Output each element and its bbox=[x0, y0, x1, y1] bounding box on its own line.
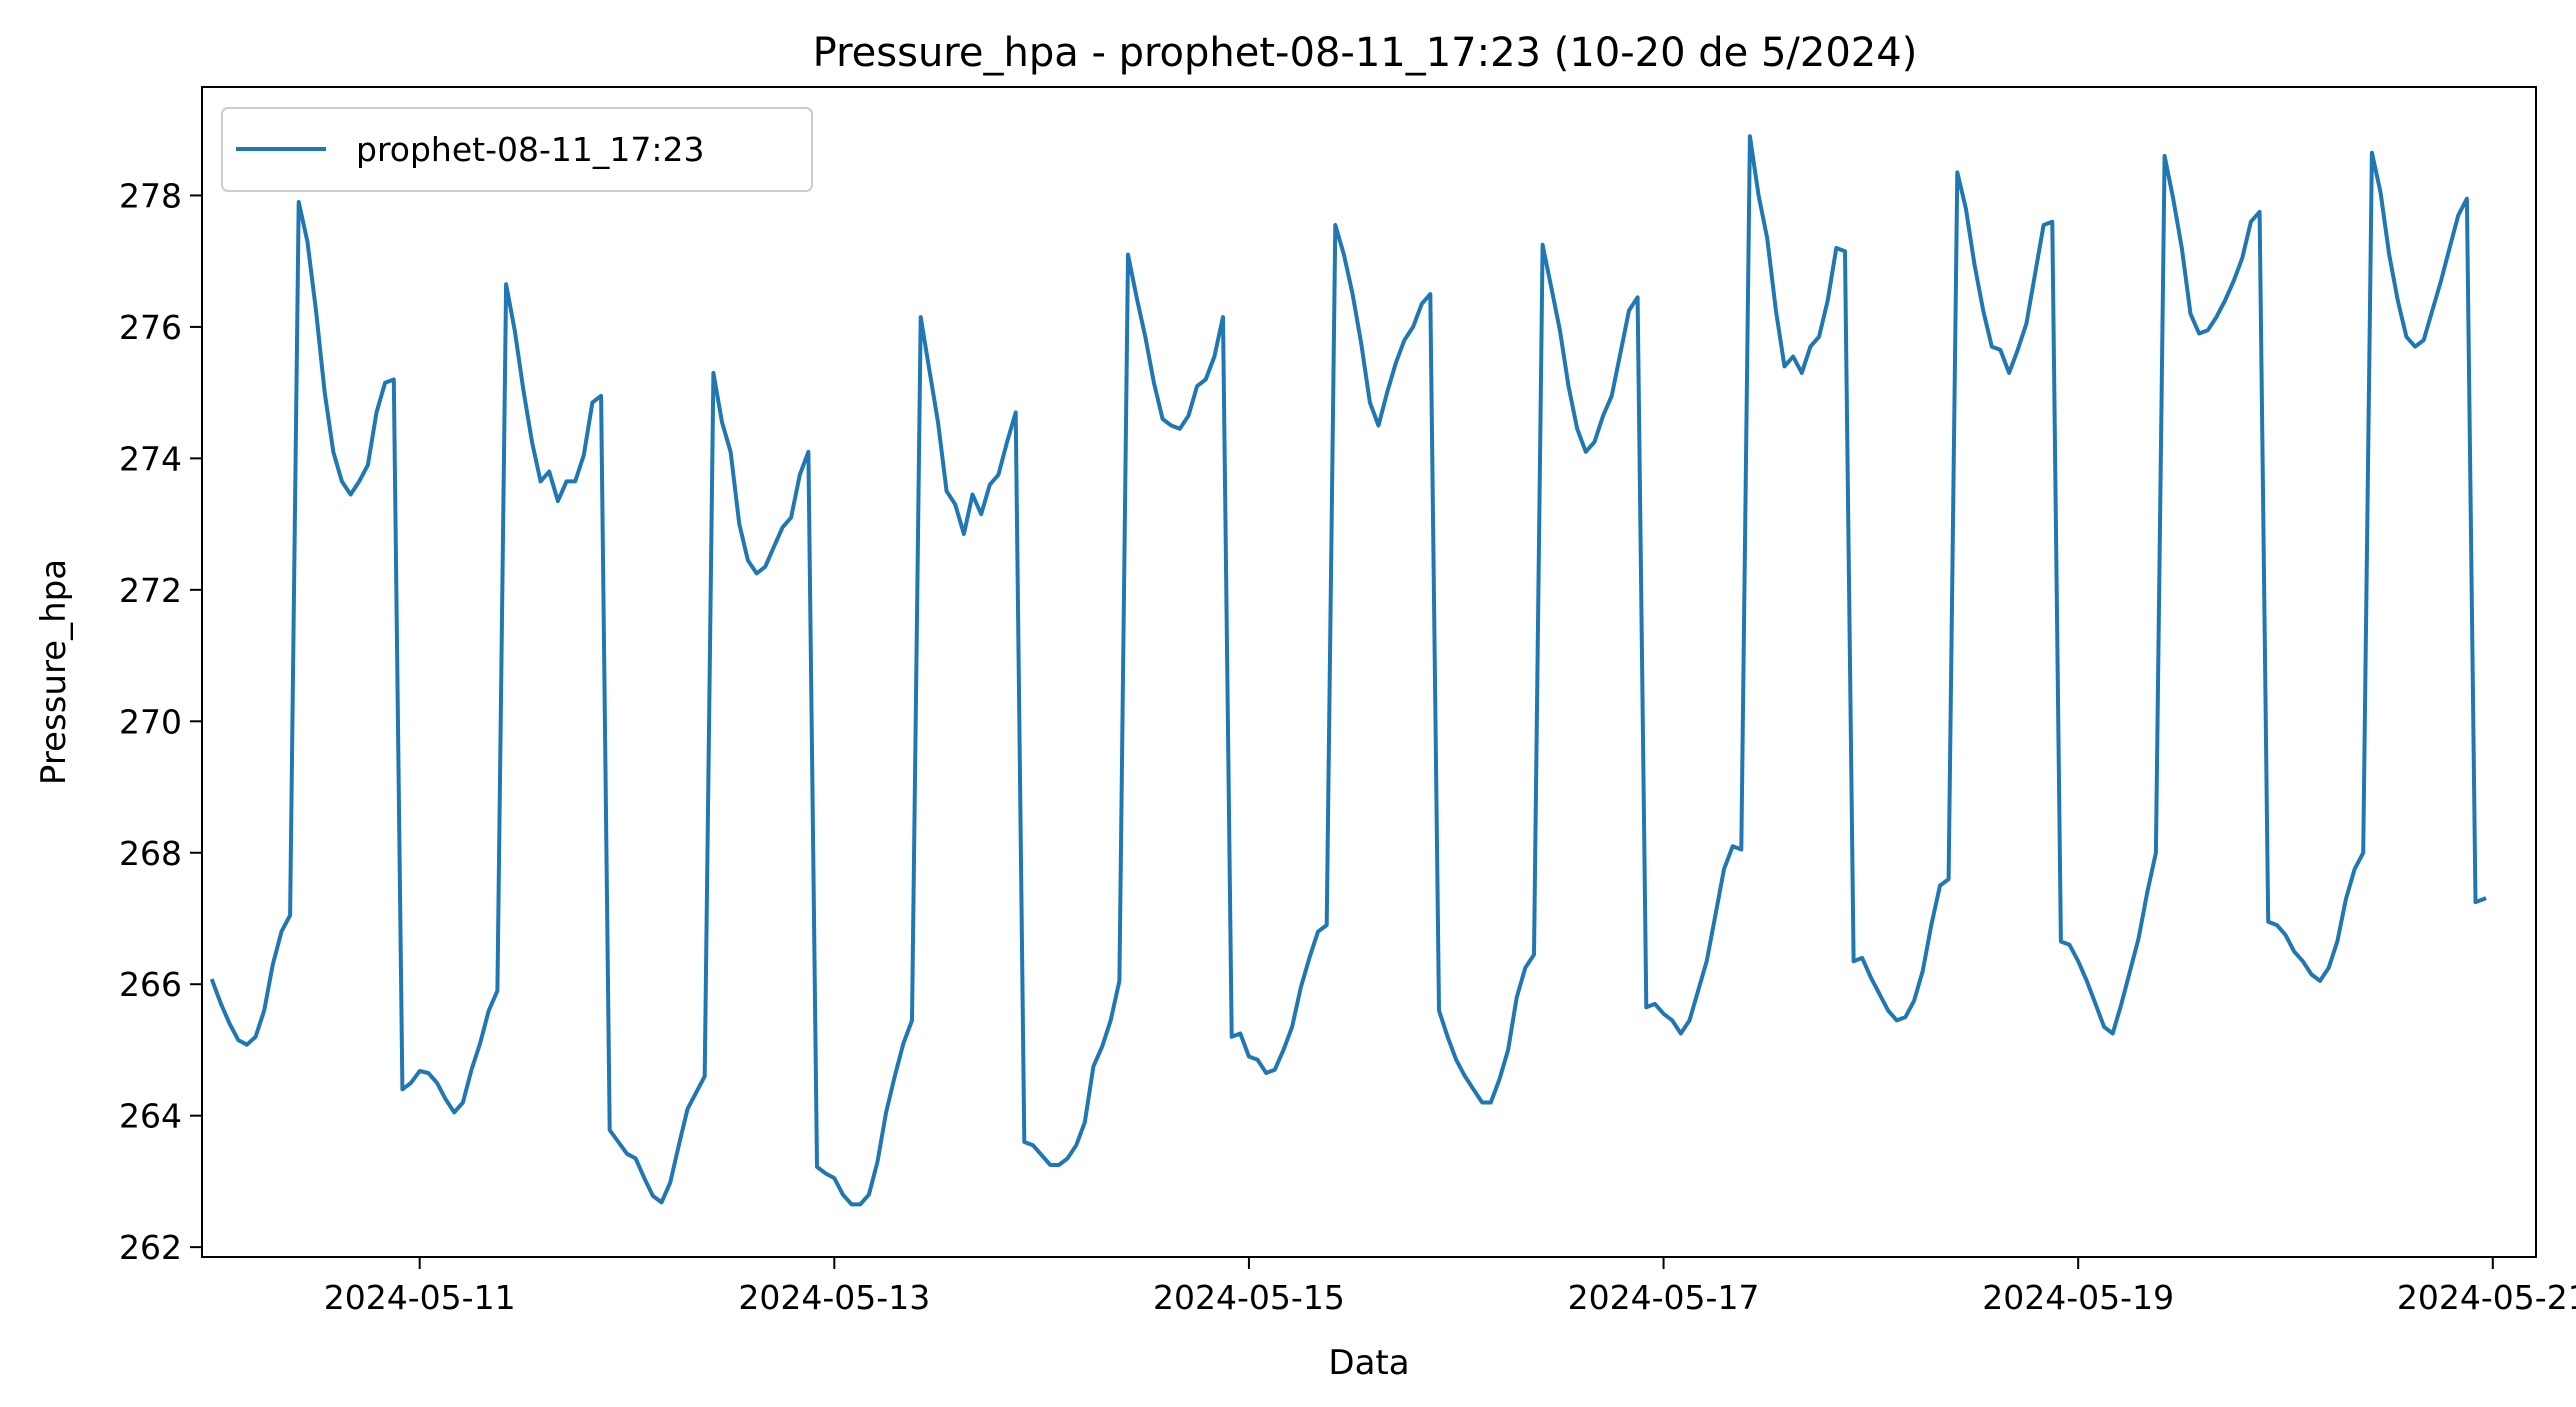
y-tick-label: 262 bbox=[119, 1228, 182, 1267]
series-layer bbox=[209, 134, 2487, 1207]
series-line bbox=[209, 134, 2487, 1207]
y-tick-label: 274 bbox=[119, 439, 182, 478]
x-tick-label: 2024-05-11 bbox=[324, 1278, 516, 1317]
x-tick-label: 2024-05-19 bbox=[1982, 1278, 2174, 1317]
y-axis-label: Pressure_hpa bbox=[34, 559, 74, 785]
x-tick-label: 2024-05-13 bbox=[738, 1278, 930, 1317]
y-tick-label: 278 bbox=[119, 176, 182, 215]
chart-title: Pressure_hpa - prophet-08-11_17:23 (10-2… bbox=[813, 30, 1918, 76]
y-tick-label: 270 bbox=[119, 702, 182, 741]
y-tick-label: 276 bbox=[119, 308, 182, 347]
legend-box bbox=[221, 107, 813, 192]
y-axis: 262 264 266 268 270 272 274 276 278 bbox=[119, 176, 202, 1267]
plot-frame bbox=[201, 86, 2537, 1258]
plot-area bbox=[201, 86, 2537, 1258]
x-axis-label: Data bbox=[1328, 1343, 1409, 1383]
x-axis: 2024-05-11 2024-05-13 2024-05-15 2024-05-17… bbox=[324, 1257, 2576, 1317]
x-tick-label: 2024-05-15 bbox=[1153, 1278, 1345, 1317]
x-tick-label: 2024-05-17 bbox=[1568, 1278, 1760, 1317]
y-tick-label: 266 bbox=[119, 965, 182, 1004]
y-tick-label: 268 bbox=[119, 834, 182, 873]
legend: prophet-08-11_17:23 bbox=[221, 107, 813, 192]
y-tick-label: 272 bbox=[119, 571, 182, 610]
legend-label: prophet-08-11_17:23 bbox=[356, 130, 704, 169]
x-tick-label: 2024-05-21 bbox=[2397, 1278, 2576, 1317]
y-tick-label: 264 bbox=[119, 1097, 182, 1136]
